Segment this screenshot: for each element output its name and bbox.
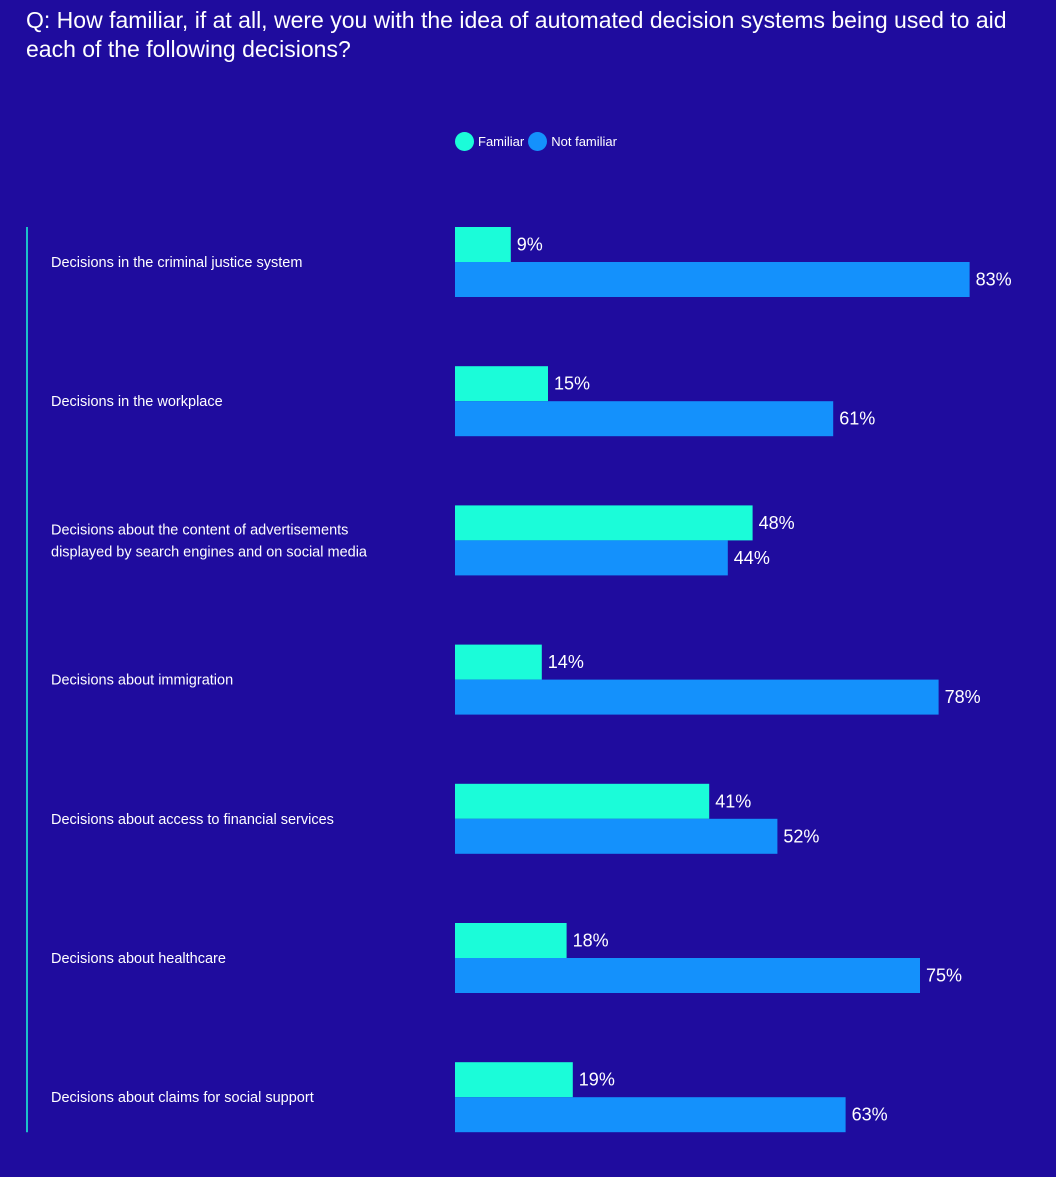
- bar-not-familiar: [455, 958, 920, 993]
- bar-familiar: [455, 227, 511, 262]
- bar-familiar: [455, 783, 710, 819]
- legend-item-not-familiar: Not familiar: [528, 131, 617, 151]
- category-label: displayed by search engines and on socia…: [51, 544, 368, 560]
- legend-label-not-familiar: Not familiar: [551, 133, 617, 149]
- value-label-not-familiar: 61%: [839, 409, 875, 429]
- value-label-familiar: 41%: [715, 791, 751, 811]
- value-label-not-familiar: 78%: [945, 687, 981, 707]
- value-label-not-familiar: 75%: [926, 966, 962, 986]
- category-label: Decisions in the criminal justice system: [51, 255, 302, 271]
- value-label-not-familiar: 83%: [976, 270, 1012, 290]
- question-title: Q: How familiar, if at all, were you wit…: [26, 7, 1007, 62]
- bar-not-familiar: [455, 818, 778, 854]
- legend-item-familiar: Familiar: [455, 131, 525, 151]
- category-label: Decisions about immigration: [51, 673, 233, 689]
- category-label: Decisions about healthcare: [51, 951, 226, 967]
- bar-familiar: [455, 923, 567, 958]
- bar-not-familiar: [455, 679, 939, 715]
- bar-familiar: [455, 1062, 573, 1098]
- value-label-not-familiar: 63%: [852, 1105, 888, 1125]
- category-label: Decisions about claims for social suppor…: [51, 1090, 314, 1106]
- category-label: Decisions about access to financial serv…: [51, 812, 334, 828]
- bar-not-familiar: [455, 401, 834, 437]
- bar-not-familiar: [455, 262, 970, 297]
- legend-label-familiar: Familiar: [478, 133, 525, 149]
- value-label-not-familiar: 44%: [734, 548, 770, 568]
- value-label-familiar: 14%: [548, 652, 584, 672]
- legend-swatch-familiar: [455, 131, 474, 151]
- category-label: Decisions about the content of advertise…: [51, 522, 348, 538]
- bar-not-familiar: [455, 540, 728, 576]
- value-label-not-familiar: 52%: [783, 826, 819, 846]
- value-label-familiar: 9%: [517, 235, 543, 255]
- value-label-familiar: 48%: [759, 513, 795, 533]
- bar-familiar: [455, 366, 548, 402]
- value-label-familiar: 15%: [554, 374, 590, 394]
- bar-familiar: [455, 505, 753, 541]
- value-label-familiar: 18%: [573, 931, 609, 951]
- chart-legend: Familiar Not familiar: [455, 131, 621, 151]
- bar-not-familiar: [455, 1097, 846, 1133]
- legend-swatch-not-familiar: [528, 131, 548, 151]
- category-label: Decisions in the workplace: [51, 394, 223, 410]
- value-label-familiar: 19%: [579, 1070, 615, 1090]
- bar-familiar: [455, 644, 542, 680]
